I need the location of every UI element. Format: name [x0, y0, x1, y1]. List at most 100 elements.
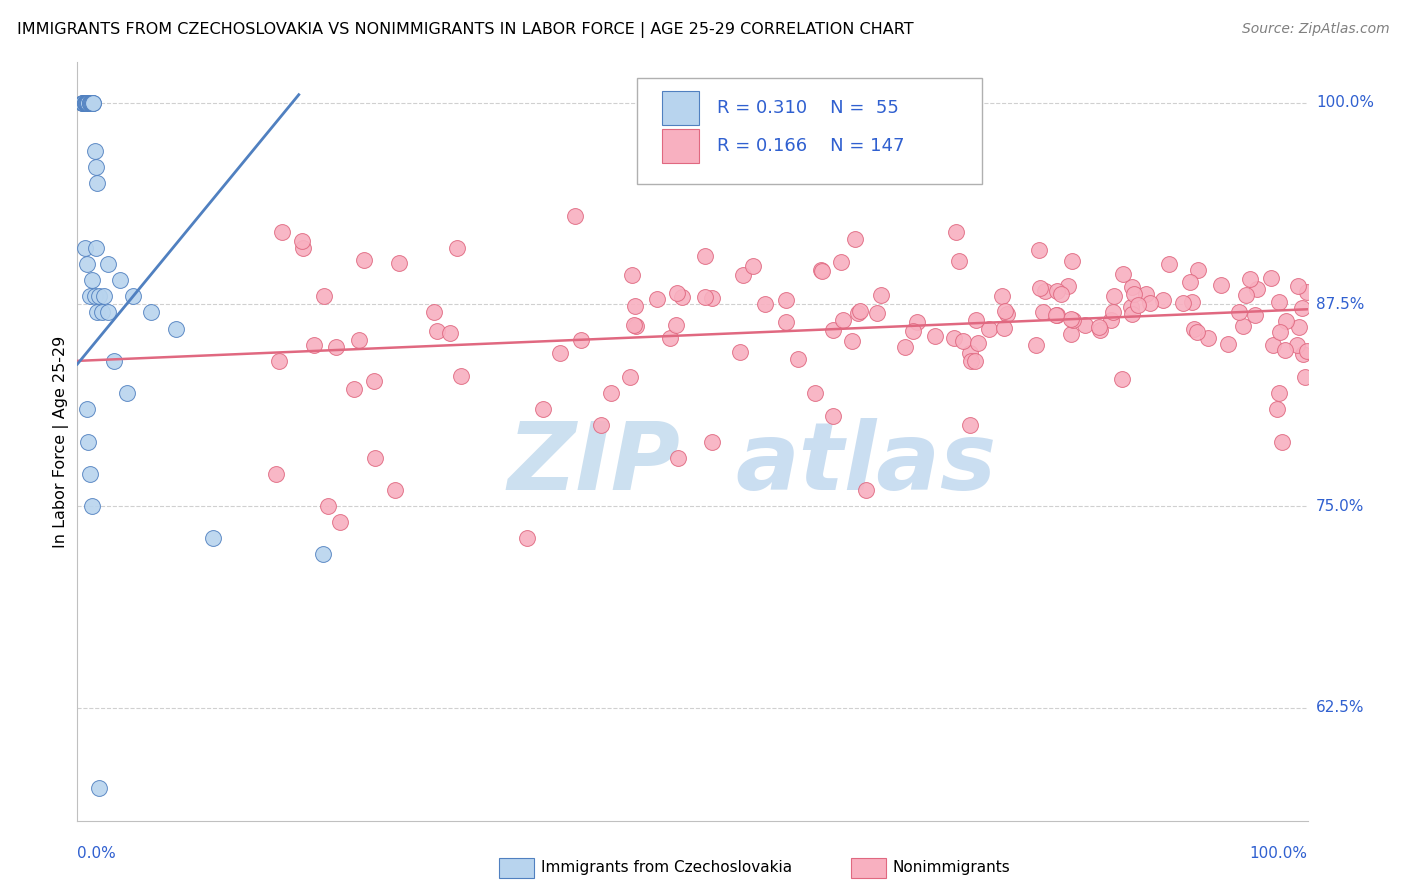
Point — [76, 257, 98, 271]
Point — [1060, 327, 1083, 342]
Point — [1028, 281, 1050, 295]
Point — [1181, 295, 1204, 310]
Point — [1060, 311, 1083, 326]
Point — [77, 95, 100, 110]
Point — [73, 95, 96, 110]
Point — [830, 255, 852, 269]
Point — [316, 499, 339, 513]
Point — [83, 144, 105, 158]
Point — [72, 95, 94, 110]
Point — [1243, 309, 1265, 323]
Point — [1296, 285, 1319, 300]
Point — [804, 386, 827, 401]
Point — [349, 334, 371, 348]
Point — [811, 263, 834, 277]
Text: 100.0%: 100.0% — [1250, 846, 1308, 861]
Point — [821, 409, 844, 423]
Point — [991, 289, 1014, 303]
Point — [959, 346, 981, 360]
Point — [86, 177, 108, 191]
Point — [76, 402, 98, 417]
Point — [97, 305, 120, 319]
Point — [1234, 287, 1257, 301]
Point — [948, 253, 970, 268]
Point — [1291, 301, 1313, 316]
Point — [292, 241, 315, 255]
Point — [1050, 286, 1073, 301]
Point — [952, 334, 974, 349]
Point — [115, 386, 138, 401]
Point — [1288, 320, 1310, 334]
Point — [79, 95, 101, 110]
Point — [75, 95, 97, 110]
Point — [103, 354, 125, 368]
Point — [70, 95, 93, 110]
Point — [1275, 314, 1298, 328]
Point — [728, 345, 751, 359]
Point — [866, 306, 889, 320]
Point — [76, 95, 98, 110]
Point — [1292, 347, 1315, 361]
Point — [422, 304, 444, 318]
Point — [1119, 301, 1142, 315]
Point — [79, 467, 101, 481]
Point — [77, 434, 100, 449]
Point — [846, 305, 869, 319]
Point — [73, 95, 96, 110]
Point — [966, 312, 988, 326]
Point — [905, 315, 928, 329]
Point — [312, 548, 335, 562]
Point — [77, 95, 100, 110]
Text: atlas: atlas — [735, 418, 997, 510]
Point — [1099, 312, 1122, 326]
Point — [72, 95, 94, 110]
Point — [1111, 372, 1133, 386]
Point — [1025, 337, 1047, 351]
Point — [786, 351, 808, 366]
Point — [619, 370, 641, 384]
Point — [1157, 257, 1180, 271]
Point — [548, 345, 571, 359]
Text: R = 0.166    N = 147: R = 0.166 N = 147 — [717, 136, 904, 155]
Point — [83, 289, 105, 303]
Point — [620, 268, 643, 282]
Point — [1182, 321, 1205, 335]
Point — [1057, 278, 1080, 293]
Point — [1102, 305, 1125, 319]
Point — [446, 241, 468, 255]
Point — [870, 288, 893, 302]
Point — [623, 318, 645, 332]
Point — [165, 321, 187, 335]
Point — [1088, 319, 1111, 334]
Point — [831, 313, 853, 327]
Point — [76, 95, 98, 110]
Point — [1187, 263, 1209, 277]
Point — [82, 499, 104, 513]
Point — [75, 95, 97, 110]
Point — [269, 353, 291, 368]
Point — [1180, 275, 1202, 289]
Point — [1135, 286, 1157, 301]
Point — [671, 290, 693, 304]
Point — [329, 515, 352, 529]
Point — [924, 328, 946, 343]
Point — [439, 326, 461, 340]
Point — [624, 299, 647, 313]
Point — [312, 289, 335, 303]
FancyBboxPatch shape — [662, 128, 699, 163]
Point — [1271, 434, 1294, 449]
Point — [1295, 344, 1317, 359]
Point — [1046, 285, 1069, 299]
Point — [89, 781, 111, 796]
Point — [959, 354, 981, 368]
Point — [1263, 338, 1285, 352]
Text: R = 0.310    N =  55: R = 0.310 N = 55 — [717, 99, 898, 117]
Point — [79, 95, 101, 110]
Point — [89, 289, 111, 303]
Point — [967, 335, 990, 350]
Point — [271, 225, 294, 239]
Point — [1265, 402, 1288, 417]
Point — [1088, 323, 1111, 337]
Point — [1268, 386, 1291, 401]
Point — [700, 291, 723, 305]
